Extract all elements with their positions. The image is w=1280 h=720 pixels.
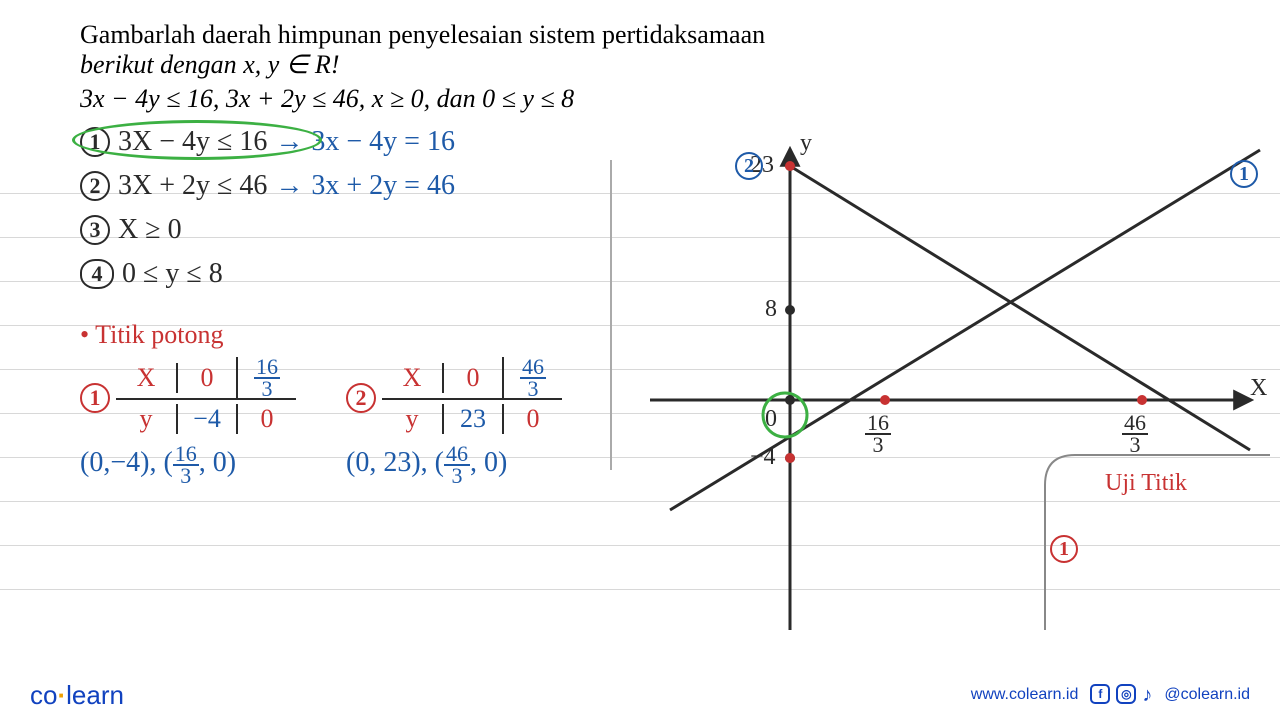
t2-r2: 23 bbox=[442, 404, 502, 434]
table2-grid: X 0 463 y 23 0 bbox=[382, 358, 562, 438]
t1-h2: 0 bbox=[176, 363, 236, 393]
footer: co·learn www.colearn.id f ◎ ♪ @colearn.i… bbox=[0, 670, 1280, 720]
inequalities: 3x − 4y ≤ 16, 3x + 2y ≤ 46, x ≥ 0, dan 0… bbox=[80, 84, 1200, 114]
t2-r1: y bbox=[382, 404, 442, 434]
t2-h1: X bbox=[382, 363, 442, 393]
step-number-3: 3 bbox=[80, 215, 110, 245]
x-axis-label: X bbox=[1250, 375, 1267, 402]
table1-points: (0,−4), (163, 0) bbox=[80, 444, 296, 486]
brand-dot: · bbox=[57, 680, 66, 710]
step-number-2: 2 bbox=[80, 171, 110, 201]
table2-points: (0, 23), (463, 0) bbox=[346, 444, 562, 486]
prompt-line-2: berikut dengan x, y ∈ R! bbox=[80, 50, 1200, 80]
graph-area: 2380−4163463yX21Uji Titik1 bbox=[630, 130, 1270, 630]
table-1: 1 X 0 163 y −4 0 bbox=[80, 358, 296, 486]
brand-learn: learn bbox=[66, 680, 124, 710]
y-axis-label: y bbox=[800, 130, 812, 157]
instagram-icon: ◎ bbox=[1116, 684, 1136, 704]
table2-num: 2 bbox=[346, 383, 376, 413]
green-highlight bbox=[72, 120, 322, 160]
footer-handle: @colearn.id bbox=[1164, 686, 1250, 704]
t2-h3-den: 3 bbox=[526, 379, 541, 399]
brand-logo: co·learn bbox=[30, 680, 124, 711]
graph-svg bbox=[630, 130, 1270, 630]
uji-titik-label: Uji Titik bbox=[1105, 470, 1187, 497]
prompt-line-1: Gambarlah daerah himpunan penyelesaian s… bbox=[80, 20, 1200, 50]
line-tag: 2 bbox=[735, 152, 763, 180]
t2-h2: 0 bbox=[442, 363, 502, 393]
t1-r3: 0 bbox=[236, 404, 296, 434]
footer-right: www.colearn.id f ◎ ♪ @colearn.id bbox=[971, 684, 1250, 707]
t2-h3: 463 bbox=[502, 357, 562, 399]
table1-num: 1 bbox=[80, 383, 110, 413]
tick-label: 8 bbox=[765, 296, 777, 323]
footer-url: www.colearn.id bbox=[971, 686, 1079, 704]
tick-label: 0 bbox=[765, 406, 777, 433]
step3-lhs: X ≥ 0 bbox=[118, 214, 182, 246]
step2-rhs: 3x + 2y = 46 bbox=[311, 170, 455, 202]
line-tag: 1 bbox=[1230, 160, 1258, 188]
facebook-icon: f bbox=[1090, 684, 1110, 704]
step1-rhs: 3x − 4y = 16 bbox=[311, 126, 455, 158]
tiktok-icon: ♪ bbox=[1142, 684, 1152, 707]
t1-r2: −4 bbox=[176, 404, 236, 434]
line-tag: 1 bbox=[1050, 535, 1078, 563]
t2-r3: 0 bbox=[502, 404, 562, 434]
t1-h3: 163 bbox=[236, 357, 296, 399]
t1-r1: y bbox=[116, 404, 176, 434]
x-tick-frac: 163 bbox=[865, 413, 891, 455]
table-2: 2 X 0 463 y 23 0 bbox=[346, 358, 562, 486]
section-label: Titik potong bbox=[95, 320, 223, 349]
step-number-4: 4 bbox=[80, 259, 114, 289]
t2-pf-d: 3 bbox=[449, 466, 464, 486]
step4-lhs: 0 ≤ y ≤ 8 bbox=[122, 258, 223, 290]
prompt-vars: x, y ∈ R bbox=[243, 50, 331, 79]
t1-h1: X bbox=[116, 363, 176, 393]
social-icons: f ◎ ♪ bbox=[1090, 684, 1152, 707]
prompt-prefix: berikut dengan bbox=[80, 50, 243, 79]
tick-label: −4 bbox=[750, 444, 776, 471]
t1-h3-den: 3 bbox=[260, 379, 275, 399]
table1-grid: X 0 163 y −4 0 bbox=[116, 358, 296, 438]
brand-co: co bbox=[30, 680, 57, 710]
bullet: • bbox=[80, 320, 89, 349]
step2-arrow: → bbox=[275, 170, 303, 202]
prompt-suffix: ! bbox=[331, 50, 340, 79]
t1-pf-d: 3 bbox=[178, 466, 193, 486]
step2-lhs: 3X + 2y ≤ 46 bbox=[118, 170, 267, 202]
x-tick-frac: 463 bbox=[1122, 413, 1148, 455]
